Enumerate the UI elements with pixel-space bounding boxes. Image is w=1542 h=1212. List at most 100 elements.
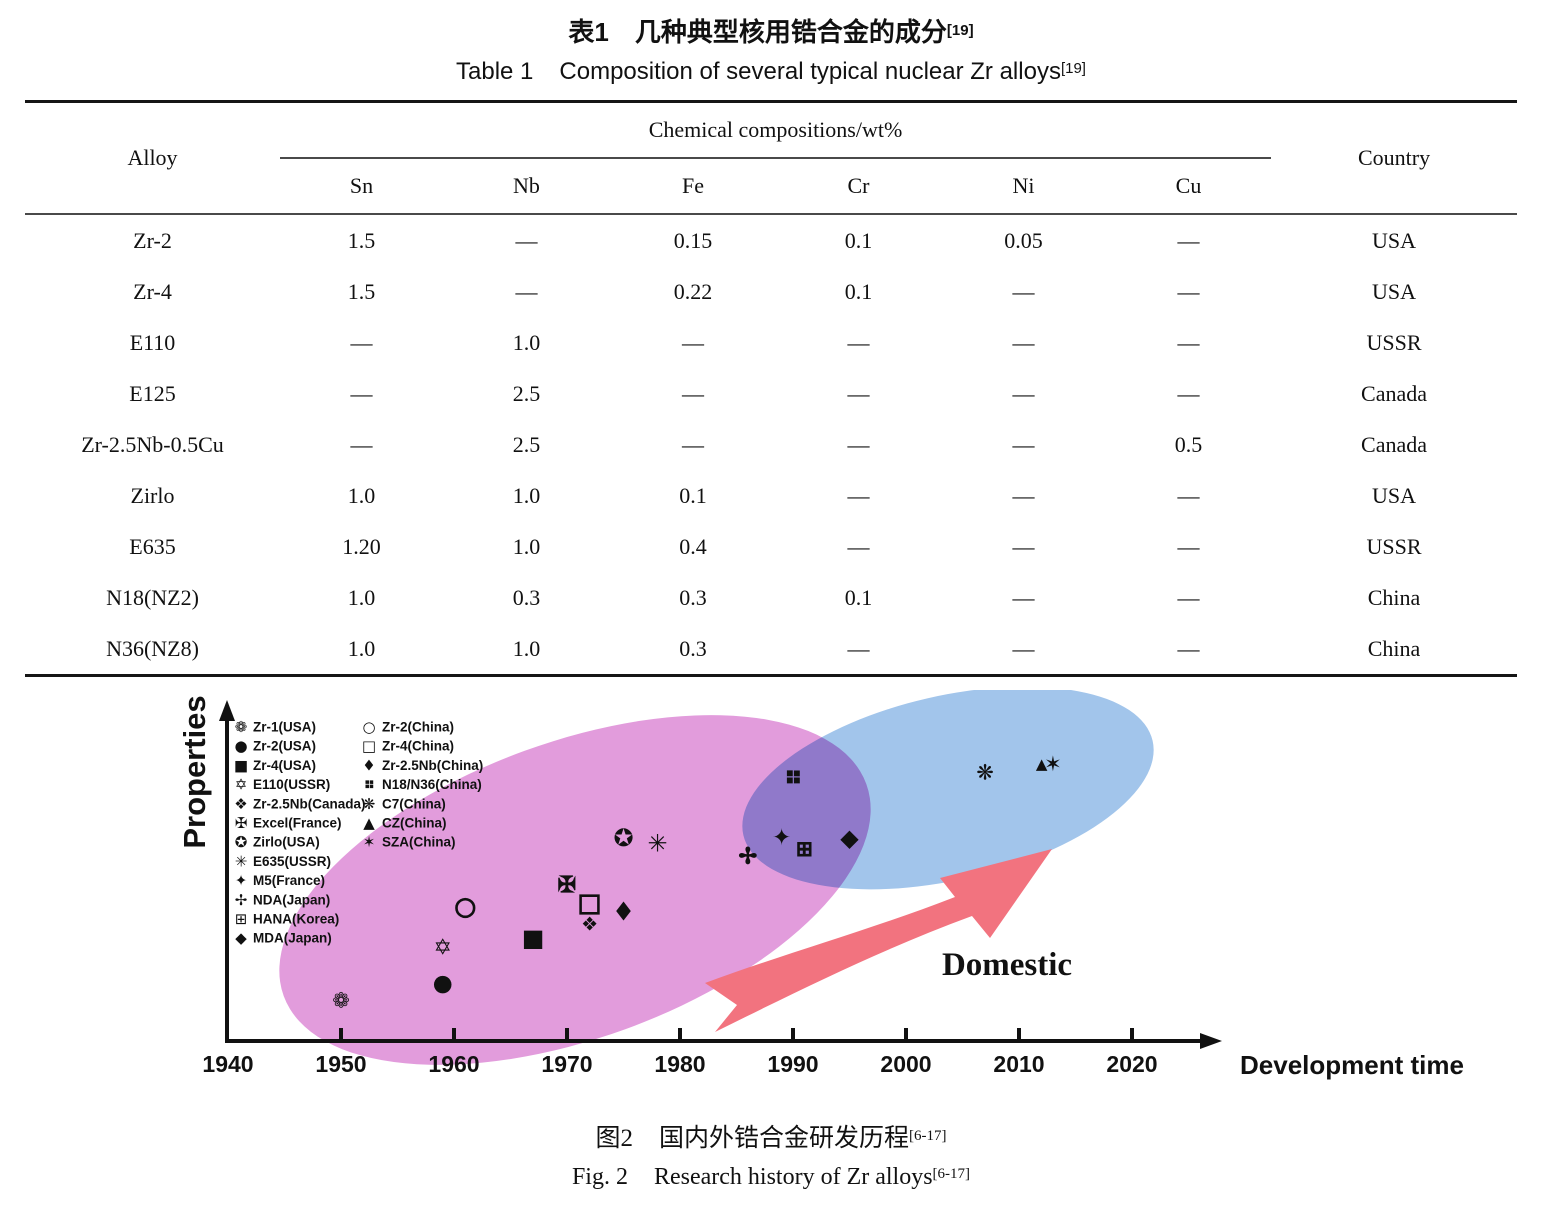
- composition-cell: 0.1: [679, 482, 707, 508]
- x-tick-group: 1940 1950 1960 1970 1980 1990 2000 2010 2020: [202, 1028, 1158, 1077]
- composition-cell: —: [1012, 482, 1035, 508]
- composition-cell: —: [350, 431, 373, 457]
- legend-symbol-icon: ✳: [235, 852, 248, 870]
- composition-cell: —: [1012, 278, 1035, 304]
- legend-label: E110(USSR): [253, 777, 330, 792]
- composition-cell: —: [847, 380, 870, 406]
- composition-cell: 1.0: [512, 635, 541, 661]
- composition-cell: 0.5: [1174, 431, 1203, 457]
- composition-cell: 0.3: [512, 584, 541, 610]
- figure-number-zh: 图2: [595, 1125, 633, 1152]
- alloy-cell: E110: [129, 329, 176, 355]
- legend-label: HANA(Korea): [253, 912, 339, 927]
- x-tick-label: 2020: [1106, 1051, 1157, 1077]
- alloy-cell: N18(NZ2): [106, 584, 199, 610]
- table-row: Zirlo 1.0 1.0 0.1 — — — USA: [25, 470, 1517, 521]
- composition-cell: —: [1012, 533, 1035, 559]
- composition-cell: 0.4: [679, 533, 707, 559]
- column-header-country: Country: [1357, 145, 1431, 170]
- legend-symbol-icon: ⊞: [235, 910, 248, 928]
- x-tick-label: 2000: [880, 1051, 931, 1077]
- composition-cell: 2.5: [512, 380, 541, 406]
- composition-cell: —: [1012, 584, 1035, 610]
- data-point: ❖: [581, 913, 598, 935]
- column-header-nb: Nb: [513, 173, 540, 198]
- legend-label: Zr-2.5Nb(Canada): [253, 796, 366, 811]
- legend-symbol-icon: ✠: [235, 814, 248, 832]
- legend-symbol-icon: ▲: [363, 814, 375, 832]
- composition-cell: —: [1012, 380, 1035, 406]
- composition-cell: 0.22: [673, 278, 713, 304]
- column-header-cr: Cr: [847, 173, 870, 198]
- composition-cell: —: [1177, 635, 1200, 661]
- legend-symbol-icon: □: [362, 737, 376, 755]
- legend-label: Zr-4(USA): [253, 758, 316, 773]
- composition-cell: 1.0: [347, 482, 376, 508]
- table-number-en: Table 1: [456, 58, 534, 85]
- composition-cell: 1.0: [347, 635, 376, 661]
- citation-ref: [19]: [1060, 60, 1086, 77]
- legend-label: Excel(France): [253, 816, 342, 831]
- data-point: ✢: [739, 844, 757, 869]
- figure-caption-zh-text: 国内外锆合金研发历程: [659, 1125, 910, 1152]
- composition-cell: 1.5: [347, 278, 376, 304]
- country-cell: China: [1367, 584, 1421, 610]
- data-point: ✠: [558, 873, 576, 898]
- data-point: ❁: [332, 988, 350, 1012]
- composition-cell: —: [1177, 278, 1200, 304]
- country-cell: China: [1367, 635, 1421, 661]
- x-tick-label: 1940: [202, 1051, 253, 1077]
- figure-caption-en: Fig. 2 Research history of Zr alloys[6-17…: [0, 1164, 1542, 1191]
- alloy-cell: Zr-2: [133, 227, 172, 253]
- data-point: ✪: [613, 824, 633, 852]
- composition-cell: —: [350, 329, 373, 355]
- legend-symbol-icon: ◆: [235, 929, 247, 947]
- legend-label: Zr-1(USA): [253, 720, 316, 735]
- data-point: ■: [522, 924, 545, 952]
- composition-cell: —: [847, 533, 870, 559]
- composition-cell: —: [515, 278, 538, 304]
- table-number-zh: 表1: [568, 17, 609, 47]
- legend-symbol-icon: ❖: [234, 795, 247, 813]
- data-point: ✡: [433, 936, 451, 961]
- composition-cell: —: [1177, 380, 1200, 406]
- country-cell: USA: [1372, 227, 1417, 253]
- composition-cell: 0.1: [844, 227, 873, 253]
- legend-symbol-icon: ✢: [235, 891, 248, 909]
- composition-cell: 0.3: [679, 635, 707, 661]
- composition-cell: 1.5: [347, 227, 376, 253]
- legend-label: C7(China): [382, 796, 446, 811]
- data-point: ❋: [976, 760, 994, 784]
- composition-table: Alloy Chemical compositions/wt% Country …: [25, 100, 1518, 677]
- data-point: □: [578, 888, 602, 917]
- legend-symbol-icon: ❖: [358, 773, 380, 795]
- legend-label: N18/N36(China): [382, 777, 482, 792]
- legend-symbol-icon: ✪: [235, 833, 248, 851]
- x-tick-label: 1990: [767, 1051, 818, 1077]
- composition-cell: —: [1012, 635, 1035, 661]
- composition-cell: —: [1177, 329, 1200, 355]
- country-cell: Canada: [1361, 380, 1428, 406]
- data-point: ✶: [1044, 752, 1062, 776]
- legend-label: SZA(China): [382, 835, 456, 850]
- x-tick-label: 1950: [315, 1051, 366, 1077]
- x-axis-label: Development time: [1240, 1050, 1464, 1080]
- table-title-en: Table 1 Composition of several typical nu…: [0, 58, 1542, 86]
- table-row: E125 — 2.5 — — — — Canada: [25, 368, 1517, 419]
- table-row: N36(NZ8) 1.0 1.0 0.3 — — — China: [25, 623, 1517, 676]
- alloy-cell: Zr-4: [133, 278, 172, 304]
- composition-cell: 0.05: [1004, 227, 1043, 253]
- column-header-ni: Ni: [1012, 173, 1035, 198]
- country-cell: USA: [1372, 482, 1417, 508]
- legend-symbol-icon: ❁: [235, 718, 248, 736]
- data-point: ◆: [840, 824, 859, 852]
- legend-symbol-icon: ✶: [363, 833, 376, 851]
- composition-cell: 2.5: [512, 431, 541, 457]
- composition-cell: 1.0: [347, 584, 376, 610]
- composition-cell: 1.20: [342, 533, 381, 559]
- composition-cell: —: [1177, 533, 1200, 559]
- composition-cell: 0.1: [844, 584, 873, 610]
- x-tick-label: 2010: [993, 1051, 1044, 1077]
- data-point: ●: [433, 971, 453, 997]
- composition-cell: —: [1177, 227, 1200, 253]
